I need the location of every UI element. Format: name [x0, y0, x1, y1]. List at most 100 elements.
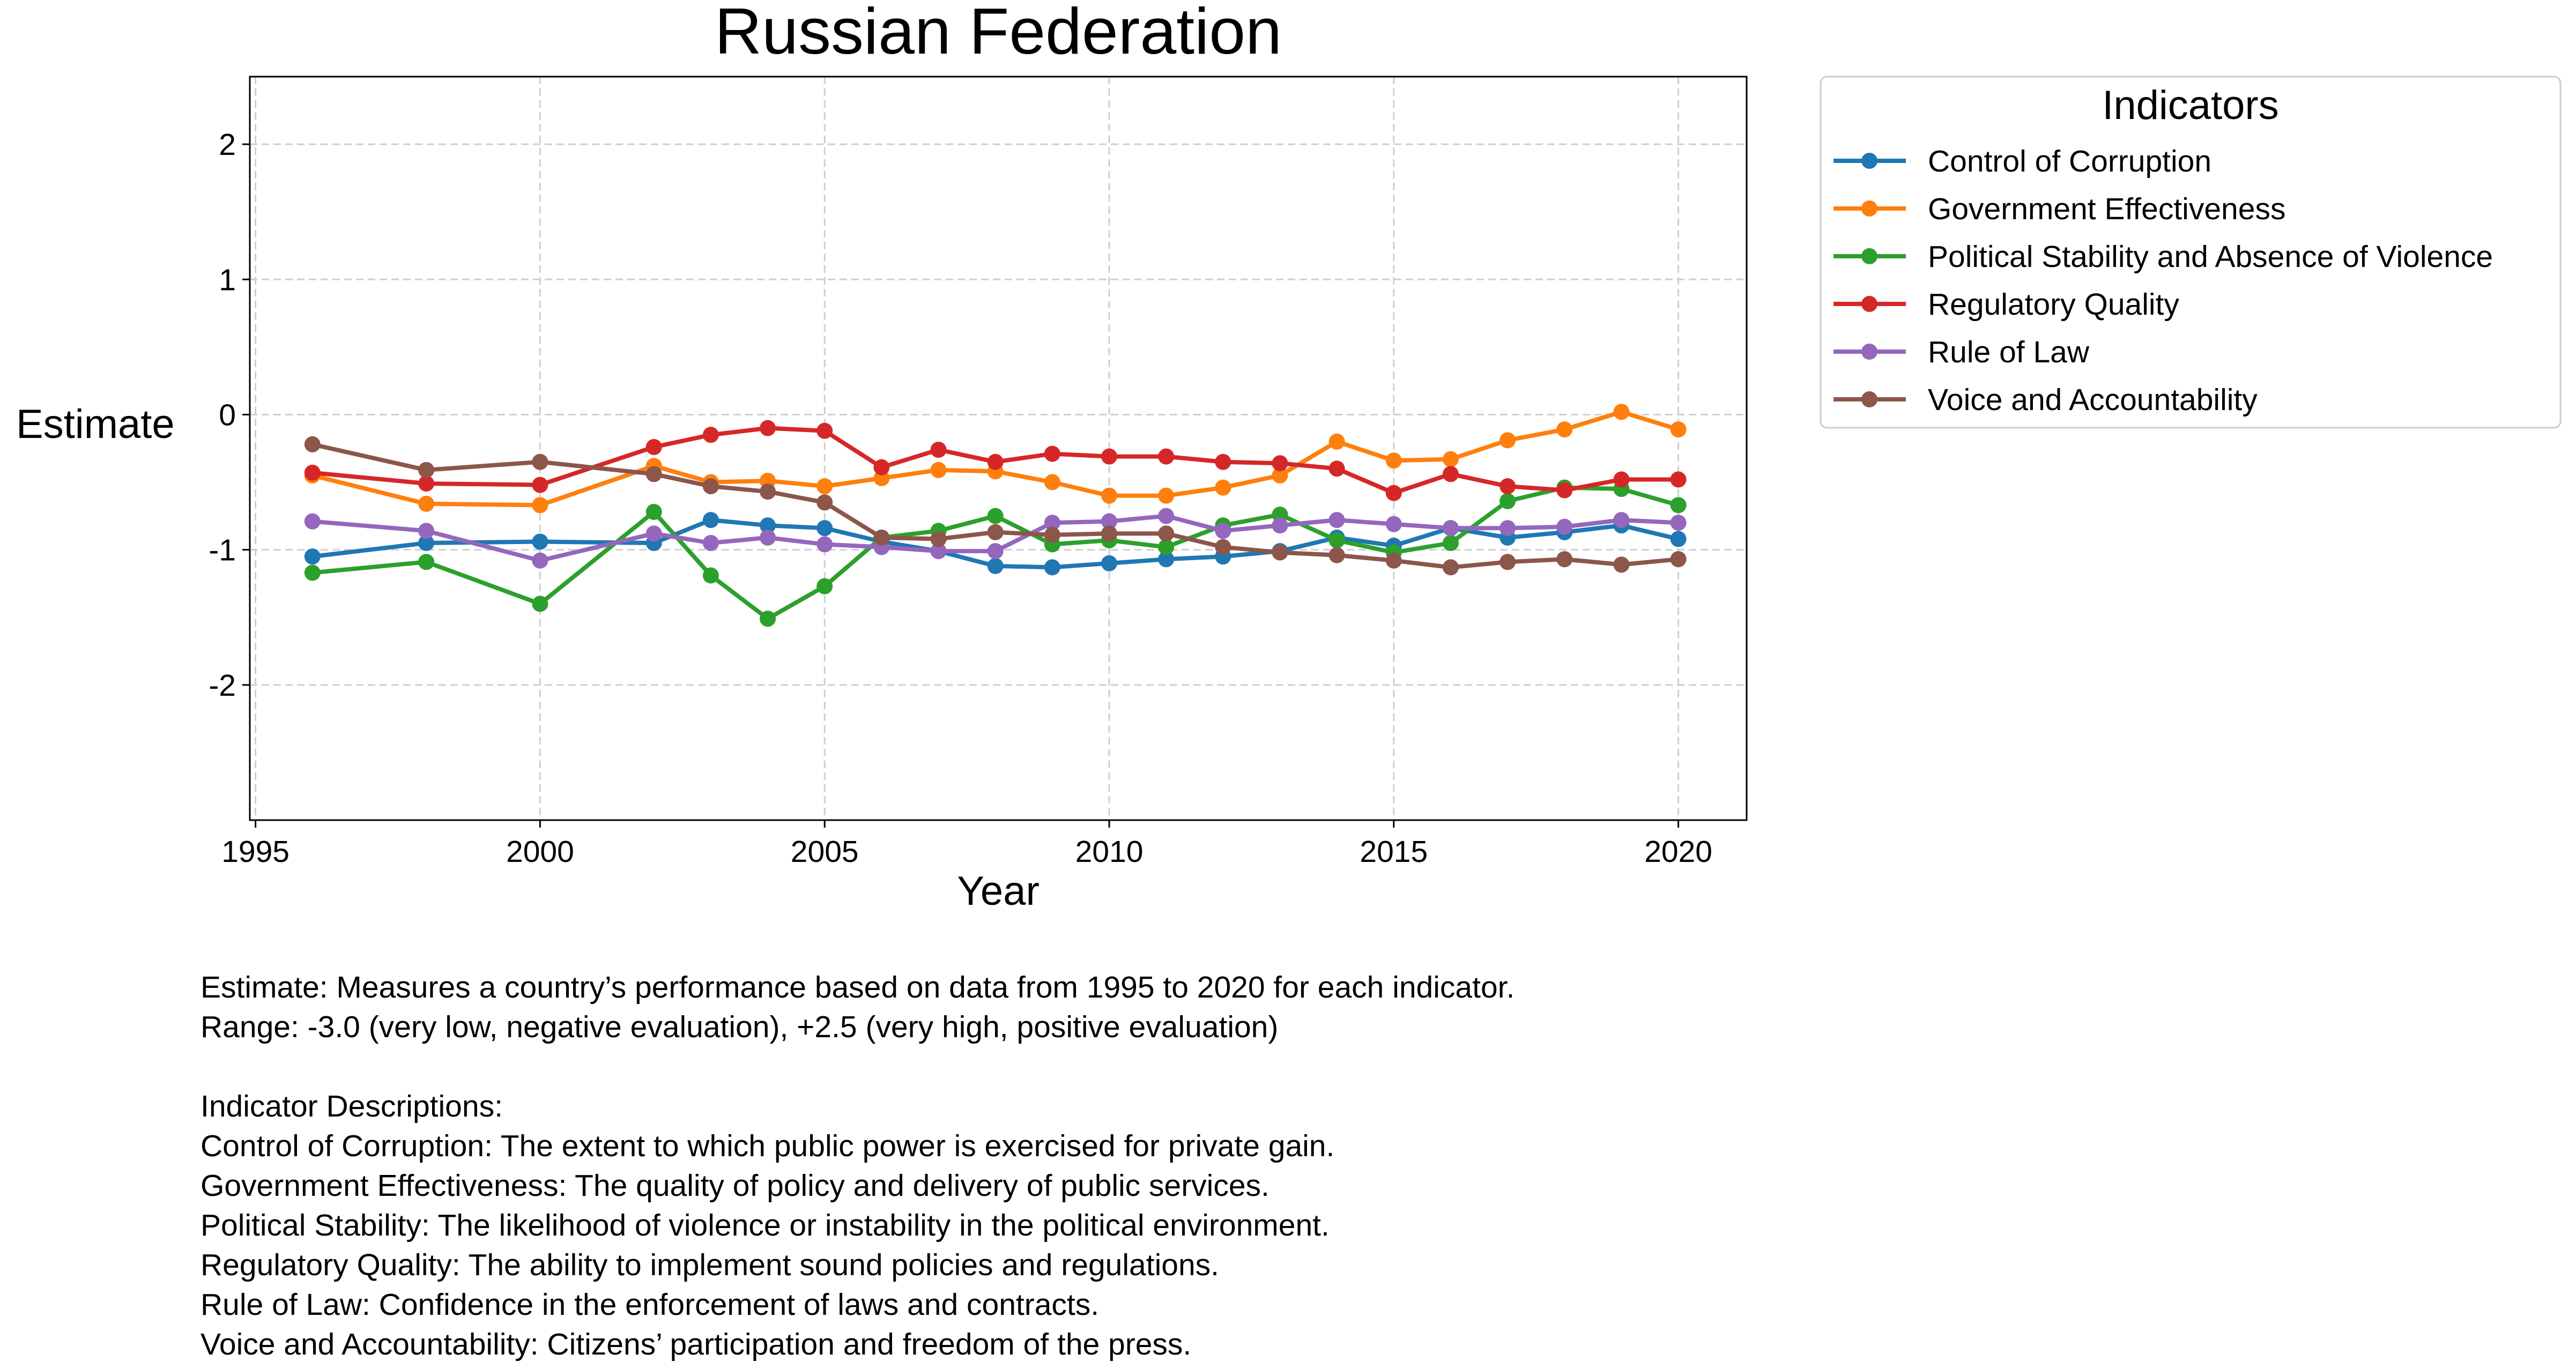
data-point [1670, 497, 1687, 514]
data-point [532, 533, 548, 550]
data-point [1044, 445, 1060, 462]
data-point [1158, 448, 1175, 465]
legend-swatch-marker [1861, 200, 1877, 217]
data-point [1613, 556, 1630, 573]
data-point [1499, 493, 1516, 509]
data-point [1272, 544, 1288, 561]
data-point [816, 520, 833, 537]
data-point [304, 548, 321, 565]
y-axis-label: Estimate [16, 401, 175, 447]
data-point [1385, 452, 1402, 469]
data-point [702, 567, 719, 584]
data-point [816, 478, 833, 495]
series-regulatory-quality [304, 420, 1687, 501]
data-point [1556, 518, 1573, 535]
data-point [532, 497, 548, 514]
data-point [816, 422, 833, 439]
data-point [1215, 523, 1231, 539]
series-line-rule-of-law [312, 514, 1679, 563]
y-tick-label: -2 [209, 668, 236, 703]
legend-item-rule-of-law: Rule of Law [1833, 335, 2090, 369]
x-tick-label: 2005 [791, 835, 859, 869]
axes: 1995 2000 2005 2010 2015 2020 -2 -1 0 1 2 [209, 128, 1712, 869]
data-point [1101, 525, 1118, 542]
data-point [418, 535, 435, 552]
data-point [1044, 526, 1060, 543]
series-voice-and-accountability [304, 436, 1687, 576]
data-point [1613, 512, 1630, 529]
data-point [1385, 516, 1402, 532]
legend-swatch-marker [1861, 391, 1877, 407]
data-point [1101, 448, 1118, 465]
series-line-voice-and-accountability [311, 442, 1679, 570]
range-note: Range: -3.0 (very low, negative evaluati… [201, 1010, 1279, 1044]
data-point [1044, 515, 1060, 531]
data-point [1158, 551, 1175, 568]
data-point [1158, 508, 1175, 524]
series-lines [304, 404, 1687, 627]
legend-label: Government Effectiveness [1928, 192, 2285, 226]
data-point [816, 494, 833, 511]
data-point [930, 543, 947, 560]
data-point [1670, 471, 1687, 488]
data-point [873, 459, 890, 475]
data-point [1499, 554, 1516, 570]
data-point [645, 466, 662, 482]
x-tick-label: 2010 [1075, 835, 1144, 869]
legend-swatch-marker [1861, 248, 1877, 264]
data-point [304, 436, 321, 452]
data-point [987, 524, 1004, 540]
data-point [760, 483, 776, 500]
data-point [1442, 520, 1459, 537]
legend-item-control-of-corruption: Control of Corruption [1833, 144, 2211, 178]
data-point [304, 564, 321, 581]
series-line-government-effectiveness [311, 410, 1679, 508]
legend-label: Rule of Law [1928, 335, 2090, 369]
legend-item-political-stability-and-absence-of-violence: Political Stability and Absence of Viole… [1833, 240, 2493, 274]
data-point [418, 554, 435, 570]
data-point [1158, 525, 1175, 542]
data-point [1670, 531, 1687, 547]
data-point [1499, 520, 1516, 537]
data-point [760, 529, 776, 546]
series-line-regulatory-quality [312, 426, 1679, 495]
chart-title: Russian Federation [715, 0, 1282, 68]
data-point [532, 552, 548, 569]
legend-label: Control of Corruption [1928, 144, 2211, 178]
data-point [532, 453, 548, 470]
data-point [987, 557, 1004, 574]
data-point [418, 495, 435, 512]
x-tick-label: 1995 [221, 835, 289, 869]
data-point [1328, 547, 1345, 563]
data-point [1044, 559, 1060, 576]
data-point [1215, 539, 1231, 555]
data-point [1215, 453, 1231, 470]
description-regulatory-quality: Regulatory Quality: The ability to imple… [201, 1248, 1219, 1282]
data-point [1215, 479, 1231, 496]
data-point [1272, 455, 1288, 472]
data-point [304, 464, 321, 481]
x-tick-label: 2015 [1360, 835, 1428, 869]
data-point [1101, 555, 1118, 571]
legend-label: Voice and Accountability [1928, 383, 2258, 417]
data-point [1613, 471, 1630, 488]
data-point [1670, 515, 1687, 531]
description-political-stability: Political Stability: The likelihood of v… [201, 1208, 1330, 1242]
data-point [1670, 551, 1687, 568]
data-point [532, 596, 548, 612]
legend-box [1820, 76, 2562, 429]
y-tick-label: 1 [219, 263, 236, 297]
legend-item-regulatory-quality: Regulatory Quality [1833, 287, 2179, 322]
data-point [1158, 487, 1175, 504]
data-point [760, 420, 776, 436]
data-point [816, 536, 833, 553]
data-point [702, 512, 719, 529]
data-point [702, 478, 719, 495]
data-point [418, 462, 435, 478]
data-point [760, 517, 776, 534]
series-line-political-stability-and-absence-of-violence [312, 485, 1679, 621]
chart-notes: Estimate: Measures a country’s performan… [201, 968, 1515, 1364]
legend: Indicators Control of Corruption Governme… [1820, 76, 2562, 429]
y-tick-label: -1 [209, 533, 236, 568]
